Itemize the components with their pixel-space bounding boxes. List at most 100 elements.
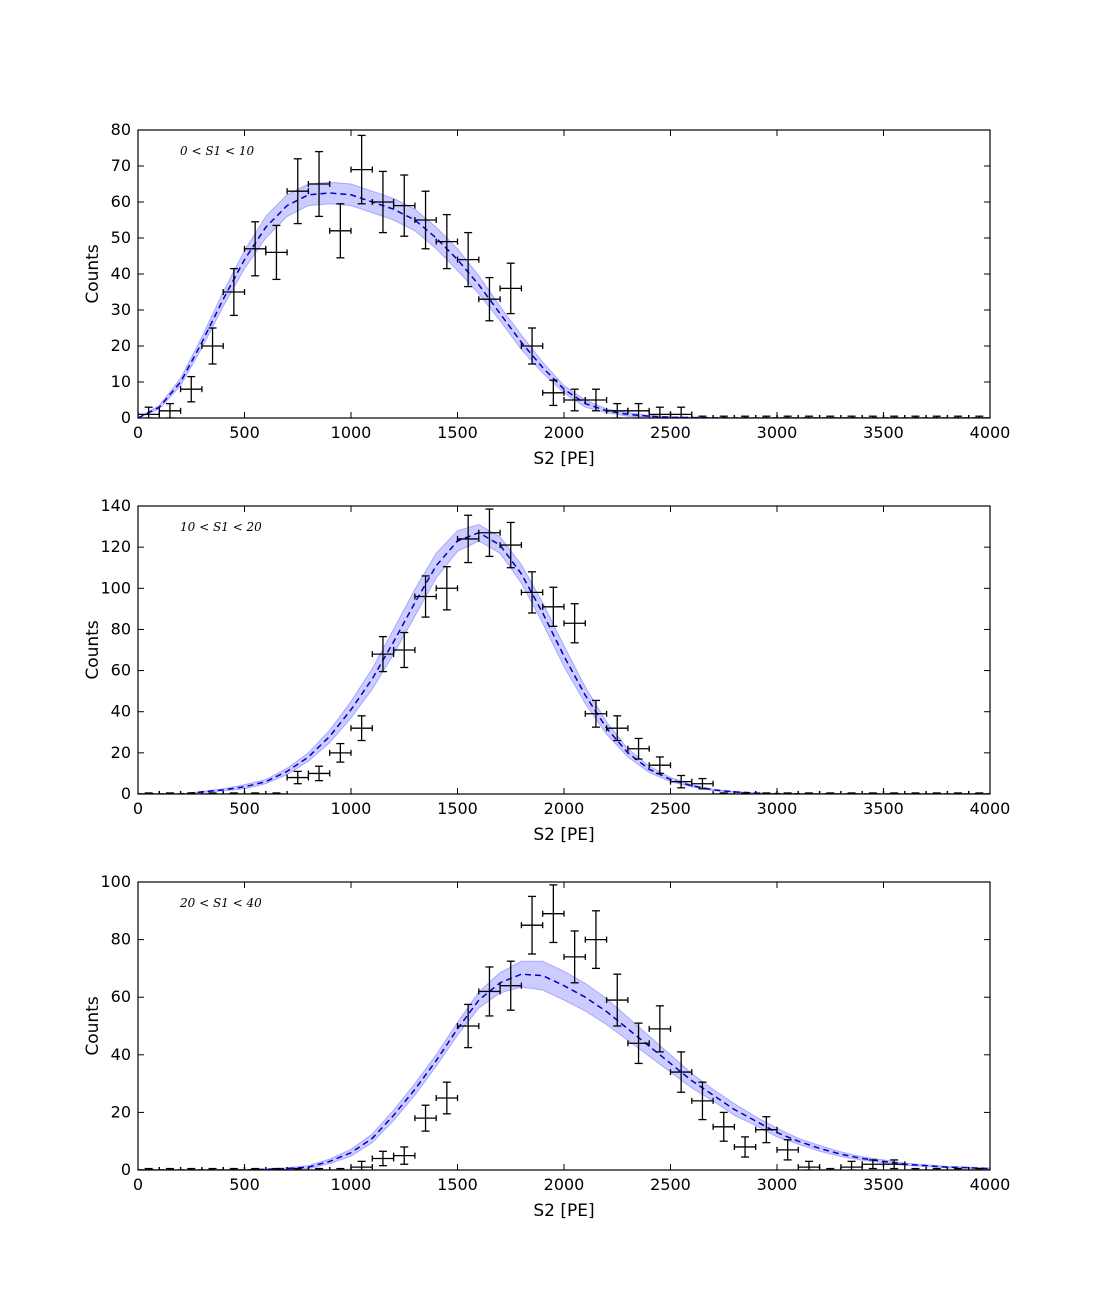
x-axis-label: S2 [PE]: [533, 1201, 594, 1221]
y-tick-label: 120: [100, 537, 131, 556]
data-point: [350, 134, 373, 205]
data-point: [286, 158, 310, 225]
data-point: [243, 221, 267, 277]
y-tick-label: 70: [111, 156, 131, 175]
data-point: [542, 884, 565, 944]
data-point: [520, 327, 544, 365]
data-point: [648, 756, 672, 775]
x-tick-label: 2500: [650, 799, 691, 818]
data-point: [478, 508, 501, 558]
data-point: [840, 1160, 863, 1170]
data-point: [435, 1081, 459, 1115]
x-tick-label: 500: [229, 1175, 260, 1194]
data-point: [797, 1160, 821, 1170]
data-point: [584, 910, 608, 970]
data-point: [669, 406, 693, 418]
model-line: [138, 973, 990, 1170]
y-tick-label: 40: [111, 264, 131, 283]
data-point: [392, 174, 416, 237]
x-tick-label: 2500: [650, 1175, 691, 1194]
y-tick-label: 100: [100, 578, 131, 597]
data-point: [478, 276, 501, 322]
y-tick-label: 140: [100, 496, 131, 515]
x-tick-label: 2000: [544, 799, 585, 818]
data-point: [158, 402, 182, 418]
x-tick-label: 0: [133, 799, 143, 818]
data-point: [371, 170, 395, 234]
x-tick-label: 4000: [970, 1175, 1011, 1194]
data-point: [605, 715, 629, 742]
data-point: [627, 1022, 650, 1065]
data-point: [350, 1160, 373, 1170]
data-point: [392, 1146, 416, 1165]
data-point: [286, 770, 310, 785]
model-line: [138, 192, 990, 418]
x-tick-label: 3500: [863, 799, 904, 818]
panel-annotation: 10 < S1 < 20: [180, 520, 262, 534]
x-tick-label: 1500: [437, 1175, 478, 1194]
x-tick-label: 1500: [437, 799, 478, 818]
x-tick-label: 2500: [650, 423, 691, 442]
data-point: [350, 715, 373, 742]
axes-frame: [137, 129, 991, 419]
data-point: [201, 327, 224, 365]
y-tick-label: 40: [111, 1045, 131, 1064]
x-tick-label: 3000: [757, 799, 798, 818]
y-tick-label: 80: [111, 619, 131, 638]
y-axis-label: Counts: [83, 244, 103, 303]
x-tick-label: 3500: [863, 423, 904, 442]
data-point: [329, 742, 352, 763]
data-point: [222, 267, 246, 317]
y-tick-label: 30: [111, 300, 131, 319]
x-tick-label: 2000: [544, 1175, 585, 1194]
data-point: [499, 960, 523, 1011]
data-point: [542, 586, 565, 627]
data-point: [414, 190, 437, 250]
data-point: [371, 1150, 395, 1167]
x-tick-label: 4000: [970, 799, 1011, 818]
data-point: [627, 737, 650, 760]
data-point: [648, 1005, 672, 1053]
data-point: [371, 635, 395, 673]
data-point: [435, 566, 459, 611]
x-tick-label: 3000: [757, 423, 798, 442]
data-point: [456, 231, 480, 288]
model-uncertainty-band: [138, 523, 990, 794]
data-point: [520, 895, 544, 955]
data-point: [499, 262, 523, 315]
data-point: [584, 388, 608, 412]
plot-area: [138, 134, 990, 418]
data-point: [733, 1136, 757, 1158]
y-axis-label: Counts: [83, 620, 103, 679]
data-point: [712, 1111, 736, 1142]
x-axis-label: S2 [PE]: [533, 825, 594, 845]
y-tick-label: 20: [111, 336, 131, 355]
y-tick-label: 50: [111, 228, 131, 247]
data-point: [520, 571, 544, 614]
data-point: [691, 777, 714, 790]
plot-area: [138, 884, 990, 1170]
data-point: [179, 375, 203, 403]
data-point: [563, 930, 586, 984]
data-point: [755, 1116, 778, 1144]
data-point: [605, 973, 629, 1027]
y-tick-label: 80: [111, 930, 131, 949]
data-point: [499, 521, 523, 569]
x-tick-label: 500: [229, 423, 260, 442]
chart-panel-1: 0 500 1000 1500 2000 2500 3000 3500 4000 0 10 20 30 4…: [83, 120, 1010, 469]
y-tick-label: 60: [111, 192, 131, 211]
x-tick-label: 0: [133, 423, 143, 442]
y-tick-label: 60: [111, 987, 131, 1006]
data-point: [627, 402, 650, 418]
data-point: [435, 213, 459, 270]
y-tick-label: 20: [111, 743, 131, 762]
model-uncertainty-band: [138, 960, 990, 1170]
data-point: [414, 575, 437, 618]
x-tick-label: 1500: [437, 423, 478, 442]
plot-area: [138, 508, 990, 794]
y-tick-label: 20: [111, 1102, 131, 1121]
y-axis-label: Counts: [83, 996, 103, 1055]
axes-frame: [137, 881, 991, 1171]
data-point: [563, 603, 586, 644]
model-uncertainty-band: [138, 181, 990, 418]
